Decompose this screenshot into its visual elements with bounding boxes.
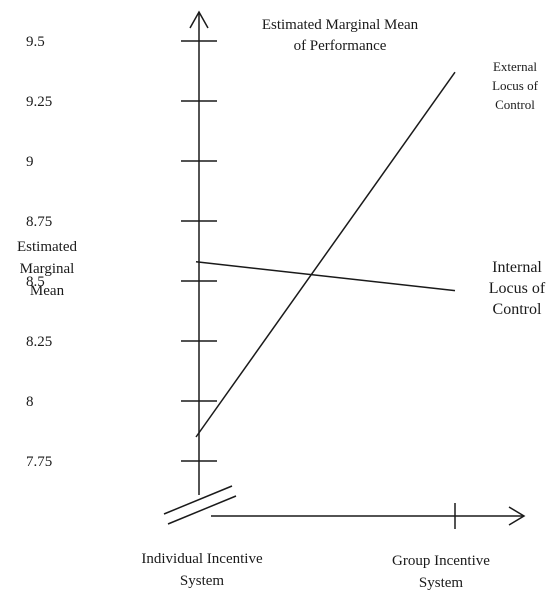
x-axis-arrow xyxy=(508,506,526,526)
series-label-external-line: Control xyxy=(495,97,535,112)
y-tick-label: 9 xyxy=(26,154,34,170)
series-label-internal: Internal Locus of Control xyxy=(489,259,546,318)
y-axis-title-line: Marginal xyxy=(20,261,75,277)
series-label-external: External Locus of Control xyxy=(492,59,539,112)
y-tick-label: 8 xyxy=(26,394,34,410)
y-axis-arrow xyxy=(189,10,209,29)
series-line-internal xyxy=(195,261,456,292)
axis-break-mark xyxy=(163,485,233,515)
y-axis-title-line: Estimated xyxy=(17,239,77,255)
y-tick-label: 7.75 xyxy=(26,454,52,470)
y-tick-label: 8.25 xyxy=(26,334,52,350)
series-line-external xyxy=(195,71,456,438)
x-category-label: Individual Incentive System xyxy=(141,551,263,589)
chart-title: Estimated Marginal Mean of Performance xyxy=(262,17,419,54)
y-tick-label: 9.25 xyxy=(26,94,52,110)
y-axis-title-line: Mean xyxy=(30,283,65,299)
series-label-internal-line: Locus of xyxy=(489,280,546,297)
x-category-label: Group Incentive System xyxy=(392,553,490,591)
x-category-label-line: System xyxy=(180,573,225,589)
series-label-internal-line: Internal xyxy=(492,259,542,276)
axis-break-mark xyxy=(167,495,237,525)
series-label-external-line: Locus of xyxy=(492,78,539,93)
series-label-internal-line: Control xyxy=(493,301,542,318)
x-category-label-line: Group Incentive xyxy=(392,553,490,569)
chart-title-line: Estimated Marginal Mean xyxy=(262,17,419,33)
y-tick-label: 8.75 xyxy=(26,214,52,230)
series-label-external-line: External xyxy=(493,59,537,74)
y-tick-label: 9.5 xyxy=(26,34,45,50)
y-tick-label: 8.5 xyxy=(26,274,45,290)
x-category-label-line: Individual Incentive xyxy=(141,551,263,567)
chart-title-line: of Performance xyxy=(294,38,387,54)
y-axis-title: Estimated Marginal Mean xyxy=(17,239,77,299)
x-category-label-line: System xyxy=(419,575,464,591)
